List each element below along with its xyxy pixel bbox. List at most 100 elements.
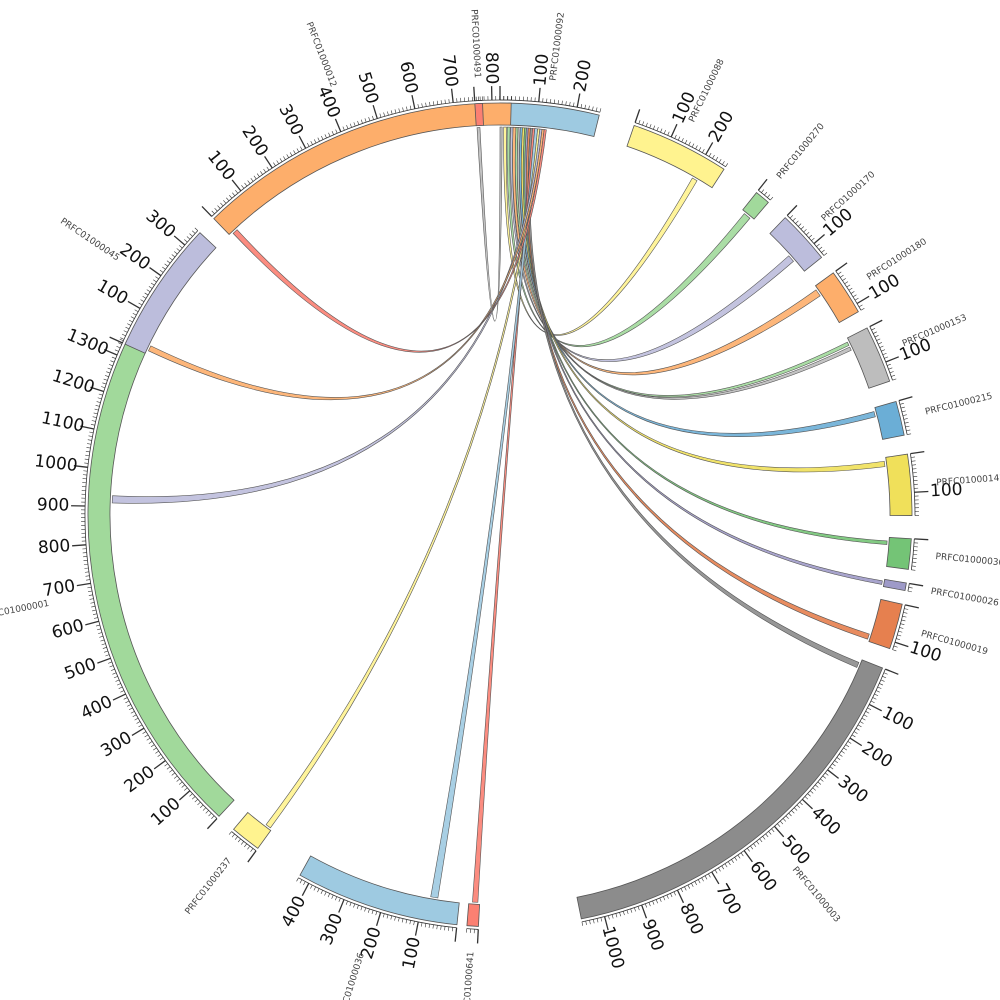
major-tick	[856, 295, 870, 305]
minor-tick	[845, 744, 850, 748]
segment-PRFC01000003	[576, 659, 884, 920]
minor-tick	[314, 139, 317, 144]
links-layer	[111, 126, 888, 903]
minor-tick	[701, 877, 704, 882]
minor-tick	[279, 158, 283, 162]
minor-tick	[123, 697, 128, 700]
minor-tick	[807, 793, 811, 797]
minor-tick	[561, 100, 563, 105]
minor-tick	[398, 108, 401, 113]
minor-tick	[382, 913, 385, 918]
minor-tick	[405, 919, 408, 924]
minor-tick	[698, 147, 702, 151]
minor-tick	[794, 807, 798, 811]
tick-baseline-PRFC01000045	[122, 230, 199, 344]
segment-label-PRFC01000036: PRFC01000036	[337, 952, 367, 1000]
minor-tick	[731, 859, 734, 863]
tick-label-PRFC01000012-400: 400	[313, 83, 344, 121]
minor-tick	[109, 665, 114, 668]
tick-label-PRFC01000001-1300: 1300	[64, 325, 112, 360]
minor-tick	[718, 158, 722, 163]
minor-tick	[799, 801, 803, 806]
major-tick	[76, 582, 91, 587]
minor-tick	[104, 650, 109, 653]
minor-tick	[334, 896, 338, 901]
minor-tick	[688, 141, 691, 146]
minor-tick	[110, 360, 115, 363]
minor-tick	[317, 137, 320, 142]
minor-tick	[130, 316, 135, 319]
minor-tick	[169, 769, 173, 773]
minor-tick	[859, 721, 864, 724]
minor-tick	[200, 804, 204, 808]
major-tick	[372, 104, 378, 119]
major-tick	[411, 94, 416, 109]
minor-tick	[877, 686, 882, 689]
major-tick	[827, 769, 840, 779]
tick-label-PRFC01000003-300: 300	[834, 772, 872, 808]
major-tick	[206, 818, 218, 830]
major-tick	[538, 87, 541, 102]
minor-tick	[237, 838, 241, 843]
minor-tick	[638, 120, 641, 124]
minor-tick	[171, 254, 176, 258]
minor-tick	[857, 724, 862, 728]
minor-tick	[401, 918, 404, 923]
minor-tick	[425, 102, 427, 107]
minor-tick	[593, 919, 595, 924]
minor-tick	[884, 356, 889, 359]
minor-tick	[811, 237, 815, 241]
major-tick	[301, 883, 310, 897]
minor-tick	[788, 812, 792, 817]
minor-tick	[87, 439, 92, 441]
minor-tick	[812, 787, 816, 791]
minor-tick	[176, 778, 180, 782]
minor-tick	[865, 711, 870, 714]
minor-tick	[782, 818, 787, 822]
major-tick	[773, 825, 785, 838]
tick-label-PRFC01000003-1000: 1000	[598, 924, 628, 971]
major-tick	[201, 205, 213, 217]
minor-tick	[655, 899, 658, 904]
major-tick	[454, 927, 458, 942]
minor-tick	[375, 911, 378, 916]
minor-tick	[721, 865, 725, 870]
minor-tick	[708, 152, 712, 157]
minor-tick	[241, 185, 245, 189]
tick-label-PRFC01000001-400: 400	[78, 692, 116, 724]
minor-tick	[157, 754, 162, 757]
major-tick	[264, 155, 273, 169]
major-tick	[743, 850, 753, 863]
minor-tick	[592, 106, 594, 111]
minor-tick	[118, 686, 123, 689]
minor-tick	[296, 148, 300, 153]
minor-tick	[753, 843, 757, 847]
minor-tick	[150, 282, 155, 286]
major-tick	[476, 929, 479, 944]
minor-tick	[684, 139, 688, 144]
minor-tick	[417, 104, 419, 109]
minor-tick	[822, 775, 827, 779]
segment-label-PRFC01000030: PRFC01000030	[935, 552, 1000, 569]
major-tick	[869, 319, 883, 328]
minor-tick	[266, 166, 270, 171]
link-PRFC01000092-PRFC01000270	[506, 126, 751, 348]
minor-tick	[727, 861, 731, 866]
minor-tick	[144, 734, 149, 738]
minor-tick	[148, 286, 153, 289]
minor-tick	[652, 900, 655, 905]
major-tick	[914, 538, 929, 541]
minor-tick	[908, 587, 913, 589]
minor-tick	[367, 908, 370, 913]
minor-tick	[86, 579, 91, 581]
minor-tick	[681, 138, 684, 143]
minor-tick	[740, 852, 744, 857]
minor-tick	[852, 294, 857, 298]
minor-tick	[673, 891, 676, 896]
minor-tick	[138, 302, 143, 306]
segment-label-PRFC01000215: PRFC01000215	[924, 392, 993, 418]
tick-label-PRFC01000001-700: 700	[41, 576, 76, 601]
minor-tick	[142, 296, 147, 299]
minor-tick	[321, 135, 324, 140]
minor-tick	[900, 406, 905, 409]
